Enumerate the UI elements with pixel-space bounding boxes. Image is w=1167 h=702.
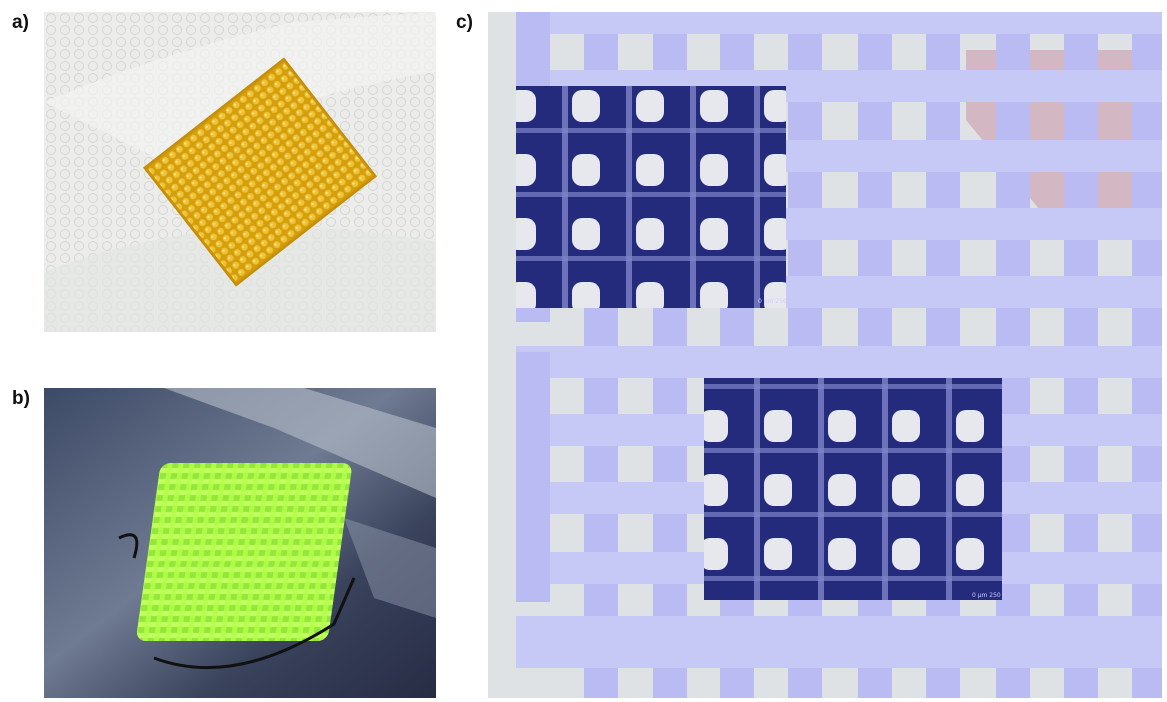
fluorescent-scaffold-image	[44, 388, 436, 698]
scale-bar-bottom: 0 µm 250	[972, 592, 1001, 599]
micrograph-bottom-right	[704, 378, 1002, 600]
scale-bar-top: 0 µm 250	[758, 298, 787, 305]
micrograph-top-left	[516, 86, 786, 308]
panel-b-photo	[44, 388, 436, 698]
panel-a-label: a)	[12, 12, 29, 33]
panel-c-toolpath	[488, 12, 1162, 698]
panel-c-label: c)	[456, 12, 473, 33]
panel-a-photo	[44, 12, 436, 332]
panel-b-label: b)	[12, 388, 30, 409]
toolpath-overlay-image	[488, 12, 1162, 698]
yellow-scaffold-image	[44, 12, 436, 332]
